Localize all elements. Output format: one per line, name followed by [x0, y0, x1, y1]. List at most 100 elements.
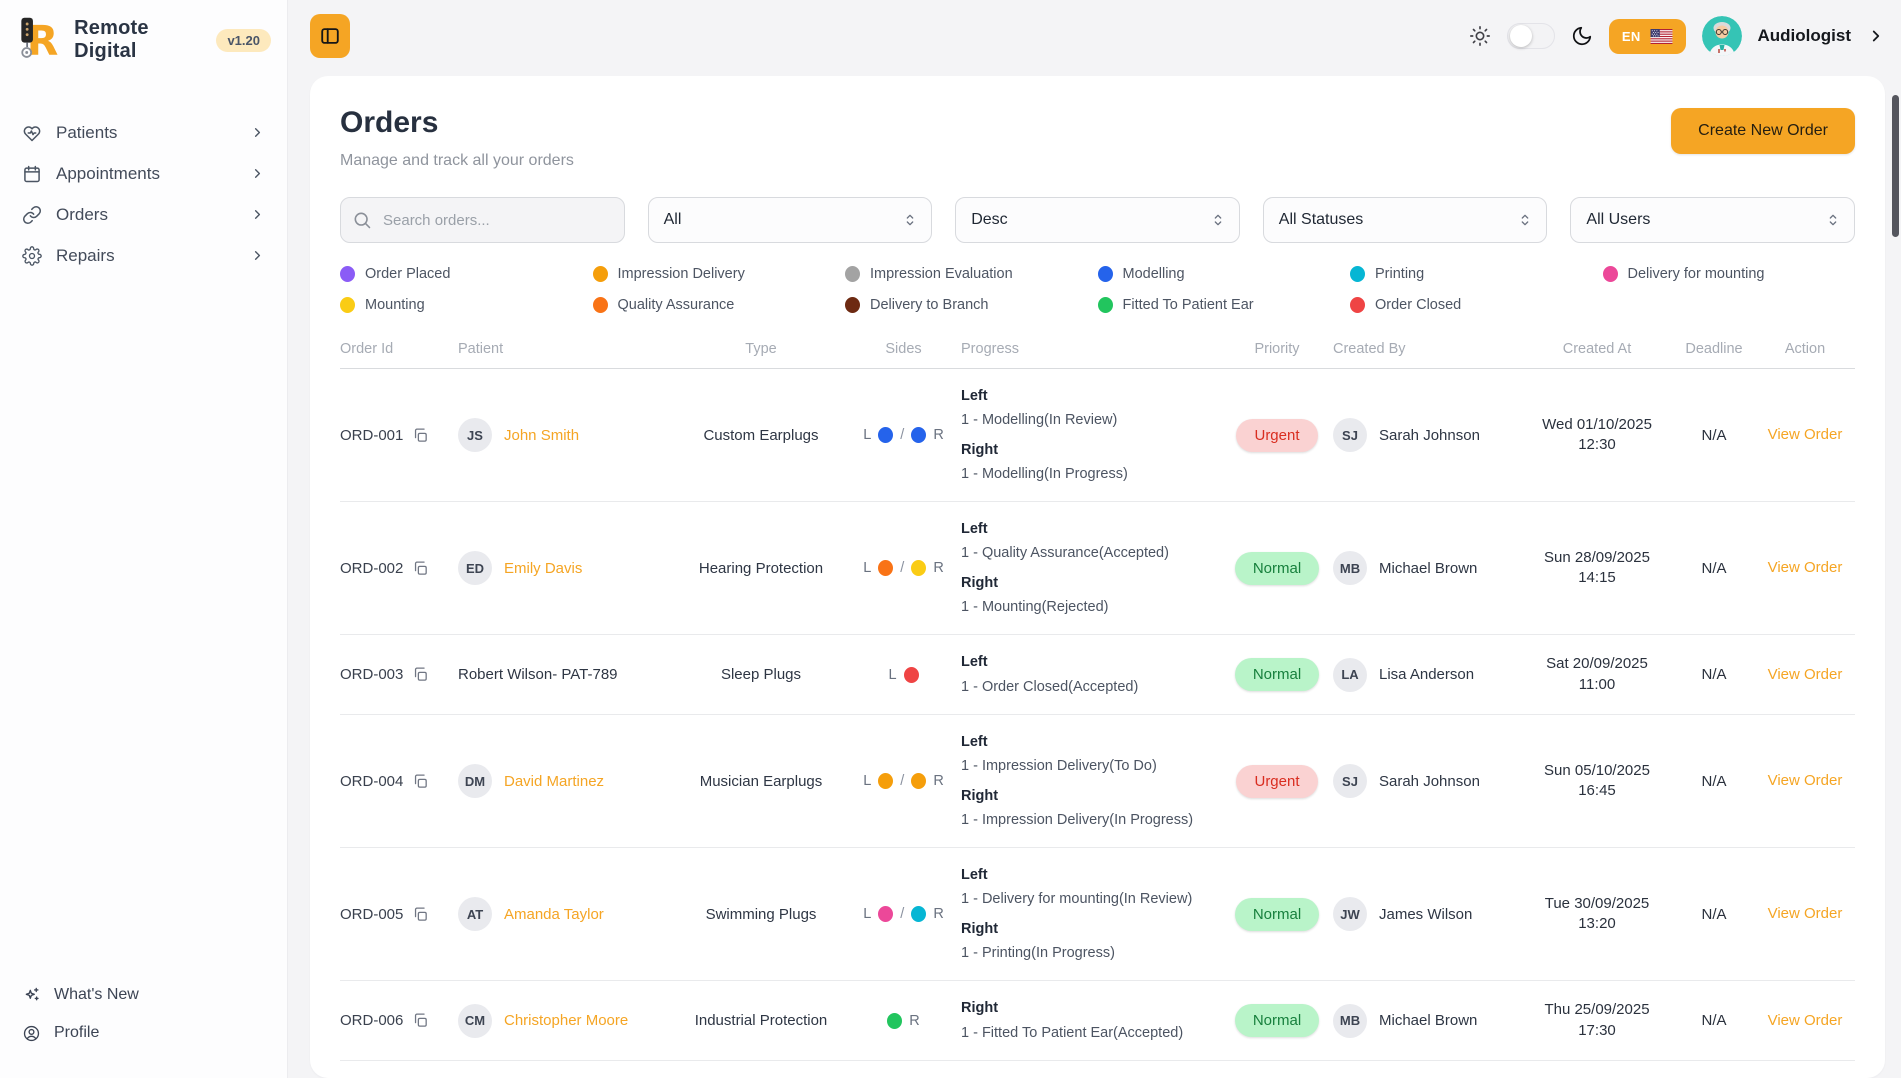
- copy-order-id-button[interactable]: [412, 906, 429, 923]
- card-header: Orders Manage and track all your orders …: [340, 104, 1855, 170]
- scrollbar-thumb[interactable]: [1892, 95, 1899, 237]
- theme-toggle-knob: [1509, 25, 1532, 47]
- progress-cell: Right 1 - Fitted To Patient Ear(Accepted): [961, 998, 1221, 1043]
- creator-avatar: SJ: [1333, 764, 1367, 799]
- theme-toggle[interactable]: [1506, 23, 1555, 49]
- progress-side-label: Right: [961, 441, 999, 458]
- view-order-link[interactable]: View Order: [1767, 426, 1843, 444]
- status-dot: [592, 266, 608, 282]
- sides-indicator: L / R: [887, 1012, 920, 1029]
- filter-type-select[interactable]: All: [647, 197, 933, 243]
- left-side-label: L: [863, 560, 872, 577]
- progress-status-text: 1 - Impression Delivery(In Progress): [961, 811, 1194, 828]
- deadline: N/A: [1701, 772, 1727, 790]
- legend-label: Modelling: [1122, 266, 1185, 282]
- table-row: ORD-002 ED Emily Davis Hearing Protectio…: [340, 502, 1855, 636]
- status-legend: Order Placed Impression Delivery Impress…: [340, 266, 1855, 313]
- version-badge: v1.20: [216, 28, 271, 52]
- patient-name[interactable]: Amanda Taylor: [504, 905, 604, 923]
- column-header: Action: [1784, 341, 1826, 357]
- column-header: Sides: [885, 341, 922, 357]
- select-value: All: [663, 211, 682, 228]
- copy-icon: [415, 1013, 428, 1027]
- patient-name[interactable]: Emily Davis: [504, 559, 583, 577]
- sort-order-select[interactable]: Desc: [955, 197, 1240, 243]
- view-order-link[interactable]: View Order: [1767, 772, 1843, 790]
- page-scrollbar[interactable]: [1891, 0, 1900, 1078]
- search-box: [340, 197, 625, 243]
- create-new-order-button[interactable]: Create New Order: [1671, 108, 1855, 154]
- priority-badge: Urgent: [1236, 418, 1318, 452]
- sparkles-icon: [25, 987, 39, 1000]
- user-menu-chevron-icon[interactable]: [1867, 27, 1885, 45]
- legend-label: Impression Delivery: [617, 266, 745, 282]
- copy-order-id-button[interactable]: [412, 427, 429, 444]
- priority-badge: Normal: [1234, 551, 1320, 585]
- patient-name[interactable]: Christopher Moore: [504, 1012, 629, 1030]
- left-side-dot: [878, 906, 894, 923]
- left-side-label: L: [863, 427, 872, 444]
- created-at: Sun 05/10/2025 16:45: [1544, 761, 1650, 802]
- patient-name[interactable]: John Smith: [504, 426, 580, 444]
- order-id: ORD-005: [340, 905, 404, 923]
- priority-badge: Normal: [1234, 658, 1320, 692]
- order-id: ORD-004: [340, 772, 404, 790]
- copy-order-id-button[interactable]: [412, 1012, 429, 1029]
- table-row: ORD-003 Robert Wilson- PAT-789 Sleep Plu…: [340, 635, 1855, 715]
- progress-cell: Left 1 - Order Closed(Accepted): [961, 652, 1221, 697]
- created-time: 16:45: [1578, 782, 1616, 800]
- progress-status-text: 1 - Order Closed(Accepted): [961, 678, 1139, 695]
- link-icon: [22, 205, 42, 224]
- patient-name[interactable]: David Martinez: [504, 772, 605, 790]
- status-filter-select[interactable]: All Statuses: [1262, 197, 1548, 243]
- footer-item-label: Profile: [54, 1024, 100, 1041]
- legend-label: Mounting: [365, 297, 425, 313]
- user-avatar[interactable]: [1701, 16, 1742, 56]
- topbar: EN: [310, 10, 1885, 62]
- patient-avatar: ED: [458, 551, 492, 586]
- user-filter-select[interactable]: All Users: [1570, 197, 1855, 243]
- legend-item: Quality Assurance: [592, 297, 846, 313]
- view-order-link[interactable]: View Order: [1767, 905, 1843, 923]
- app-title: Remote Digital: [74, 17, 149, 62]
- left-side-dot: [878, 773, 894, 790]
- view-order-link[interactable]: View Order: [1767, 1011, 1843, 1029]
- whats-new-link[interactable]: What's New: [22, 978, 265, 1012]
- view-order-link[interactable]: View Order: [1767, 665, 1843, 683]
- legend-item: Order Placed: [340, 266, 593, 282]
- status-dot: [845, 266, 860, 282]
- right-side-label: R: [909, 1012, 920, 1029]
- language-button[interactable]: EN: [1608, 18, 1686, 54]
- moon-icon: [1572, 26, 1591, 46]
- sidebar-item-repairs[interactable]: Repairs: [0, 235, 287, 276]
- profile-link[interactable]: Profile: [22, 1016, 265, 1050]
- copy-order-id-button[interactable]: [412, 773, 429, 790]
- sidebar-item-orders[interactable]: Orders: [0, 194, 287, 235]
- sidebar-item-appointments[interactable]: Appointments: [0, 153, 287, 194]
- copy-order-id-button[interactable]: [412, 560, 429, 577]
- left-side-dot: [878, 560, 894, 577]
- status-dot: [1350, 266, 1365, 282]
- sidebar-item-patients[interactable]: Patients: [0, 112, 287, 153]
- created-date: Thu 25/09/2025: [1544, 1001, 1650, 1019]
- sidebar-item-label: Repairs: [56, 245, 115, 265]
- copy-icon: [415, 907, 428, 921]
- progress-side-label: Left: [961, 733, 988, 750]
- deadline: N/A: [1701, 1012, 1727, 1030]
- view-order-link[interactable]: View Order: [1767, 559, 1843, 577]
- sides-separator: /: [900, 560, 905, 577]
- progress-side-label: Right: [961, 1000, 999, 1017]
- deadline: N/A: [1701, 426, 1727, 444]
- sidebar-toggle-button[interactable]: [310, 14, 350, 58]
- search-input[interactable]: [340, 197, 625, 243]
- page-title: Orders: [340, 106, 439, 139]
- orders-card: Orders Manage and track all your orders …: [310, 76, 1885, 1078]
- legend-item: Fitted To Patient Ear: [1097, 297, 1351, 313]
- priority-badge: Normal: [1234, 897, 1320, 931]
- table-row: ORD-007 Jessica Thompson Custom Earplugs…: [340, 1061, 1855, 1078]
- created-date: Wed 01/10/2025: [1542, 415, 1652, 433]
- progress-status-text: 1 - Modelling(In Review): [961, 412, 1118, 429]
- copy-order-id-button[interactable]: [412, 666, 429, 683]
- progress-cell: Left 1 - Modelling(In Review) Right 1 - Mod…: [961, 386, 1221, 484]
